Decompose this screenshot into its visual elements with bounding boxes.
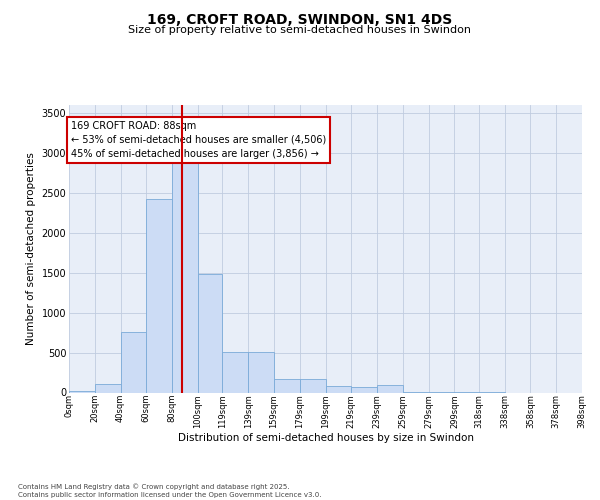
Text: 169 CROFT ROAD: 88sqm
← 53% of semi-detached houses are smaller (4,506)
45% of s: 169 CROFT ROAD: 88sqm ← 53% of semi-deta…: [71, 121, 326, 159]
Bar: [377, 385, 403, 392]
Text: 169, CROFT ROAD, SWINDON, SN1 4DS: 169, CROFT ROAD, SWINDON, SN1 4DS: [148, 12, 452, 26]
Text: Contains HM Land Registry data © Crown copyright and database right 2025.
Contai: Contains HM Land Registry data © Crown c…: [18, 484, 322, 498]
Text: Size of property relative to semi-detached houses in Swindon: Size of property relative to semi-detach…: [128, 25, 472, 35]
Y-axis label: Number of semi-detached properties: Number of semi-detached properties: [26, 152, 36, 345]
Bar: [146, 199, 172, 392]
Bar: [121, 332, 146, 392]
Bar: [300, 380, 325, 392]
Bar: [172, 161, 198, 392]
X-axis label: Distribution of semi-detached houses by size in Swindon: Distribution of semi-detached houses by …: [178, 434, 473, 444]
Bar: [223, 352, 248, 393]
Bar: [198, 274, 223, 392]
Bar: [248, 352, 274, 393]
Bar: [351, 386, 377, 392]
Bar: [325, 386, 351, 392]
Bar: [274, 378, 300, 392]
Bar: [95, 384, 121, 392]
